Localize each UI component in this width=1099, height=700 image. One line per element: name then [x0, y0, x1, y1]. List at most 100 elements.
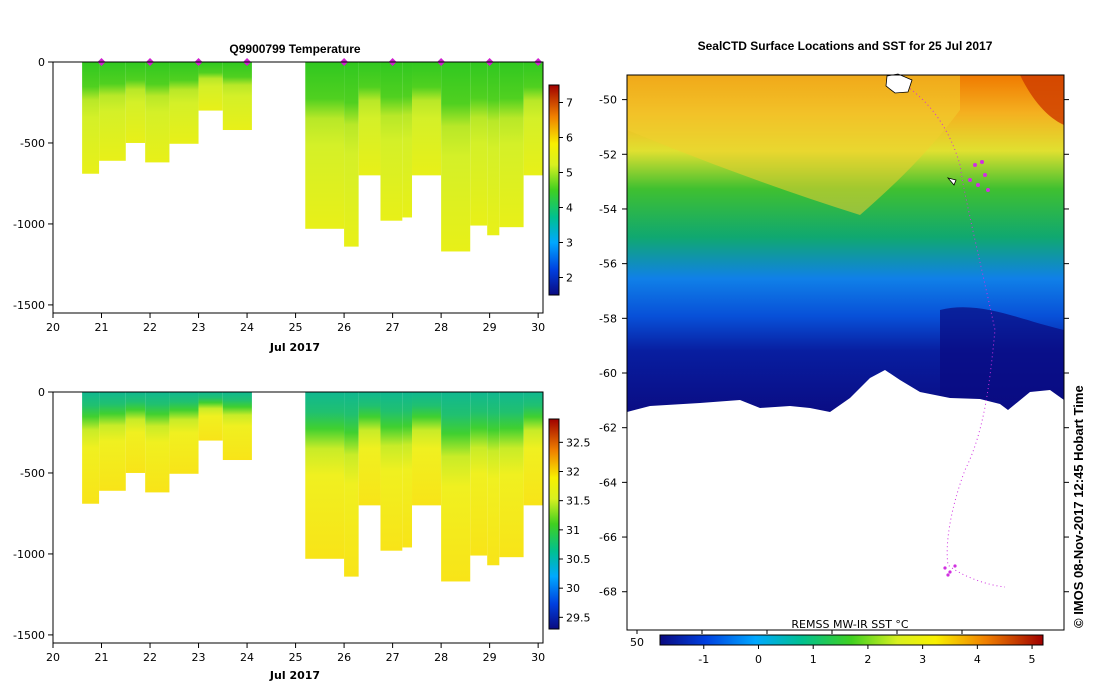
sst-colorbar-tick-label: -1: [698, 653, 709, 666]
map-y-tick-label: -64: [599, 476, 617, 489]
y-tick-label: -500: [20, 467, 45, 480]
profile-column: [222, 62, 252, 131]
profile-column: [358, 62, 381, 176]
profile-column: [99, 392, 126, 491]
salinity-colorbar: [548, 418, 560, 630]
x-tick-label: 25: [289, 651, 303, 664]
profile-column: [470, 392, 488, 556]
sst-map-axes: -50 -52 -54 -56 -58 -60 -62 -64 -66 -68 50: [599, 94, 1069, 649]
x-tick-label: 28: [434, 321, 448, 334]
sst-colorbar-tick-label: 5: [1029, 653, 1036, 666]
seal-location: [973, 163, 977, 167]
profile-column: [305, 62, 345, 229]
x-tick-label: 20: [46, 651, 60, 664]
island-outline: [946, 177, 957, 186]
profile-column: [402, 392, 413, 548]
seal-track: [885, 73, 1006, 588]
profile-column: [125, 392, 146, 473]
profile-column: [470, 62, 488, 226]
map-y-tick-label: -58: [599, 312, 617, 325]
seal-location: [980, 160, 984, 164]
y-tick-label: -1500: [13, 629, 45, 642]
profile-column: [344, 392, 359, 577]
sst-colorbar-tick-label: 4: [974, 653, 981, 666]
colorbar-tick-label: 30.5: [566, 553, 591, 566]
profile-column: [82, 392, 100, 504]
salinity-colorbar-ticks: 29.5 30 30.5 31 31.5 32 32.5: [559, 436, 591, 624]
map-y-tick-label: -62: [599, 422, 617, 435]
salinity-plot-frame: [52, 391, 544, 644]
salinity-profiles: [82, 392, 543, 582]
profile-column: [169, 62, 199, 144]
seal-location: [968, 178, 972, 182]
profile-column: [487, 62, 500, 236]
y-tick-label: 0: [38, 386, 45, 399]
x-tick-label: 26: [337, 321, 351, 334]
profile-column: [499, 392, 524, 558]
x-tick-label: 20: [46, 321, 60, 334]
profile-column: [523, 62, 543, 176]
profile-column: [125, 62, 146, 143]
sst-colorbar-tick-label: 2: [864, 653, 871, 666]
x-tick-label: 29: [483, 651, 497, 664]
sst-colorbar-tick-label: 3: [919, 653, 926, 666]
map-y-tick-label: -60: [599, 367, 617, 380]
profile-column: [305, 392, 345, 559]
x-tick-label: 21: [95, 321, 109, 334]
profile-column: [380, 62, 403, 221]
credit-text: © IMOS 08-Nov-2017 12:45 Hobart Time: [1071, 385, 1086, 628]
colorbar-tick-label: 2: [566, 272, 573, 285]
x-tick-label: 24: [240, 321, 254, 334]
profile-column: [412, 62, 442, 176]
temperature-plot-frame: [52, 61, 544, 314]
sst-warm-tongue: [627, 75, 960, 215]
sst-map-title: SealCTD Surface Locations and SST for 25…: [698, 39, 993, 53]
profile-column: [145, 62, 170, 163]
x-tick-label: 26: [337, 651, 351, 664]
map-y-tick-label: -52: [599, 148, 617, 161]
seal-location: [953, 564, 957, 568]
y-tick-label: -1500: [13, 299, 45, 312]
sst-colorbar-tick-label: 1: [810, 653, 817, 666]
profile-column: [412, 392, 442, 506]
colorbar-tick-label: 30: [566, 582, 580, 595]
profile-column: [198, 392, 223, 441]
profile-column: [169, 392, 199, 474]
colorbar-tick-label: 4: [566, 202, 573, 215]
profile-column: [222, 392, 252, 461]
profile-column: [145, 392, 170, 493]
x-tick-label: 23: [192, 321, 206, 334]
x-tick-label: 21: [95, 651, 109, 664]
map-y-tick-label: -68: [599, 586, 617, 599]
salinity-xlabel: Jul 2017: [269, 669, 320, 682]
sst-map-panel: SealCTD Surface Locations and SST for 25…: [599, 39, 1069, 666]
temperature-section-panel: Q9900799 Temperature 20 21 22 23 24 25 26 27 28 2…: [13, 42, 573, 354]
colorbar-tick-label: 32: [566, 466, 580, 479]
profile-column: [358, 392, 381, 506]
y-tick-label: 0: [38, 56, 45, 69]
x-tick-label: 29: [483, 321, 497, 334]
y-tick-label: -1000: [13, 218, 45, 231]
sst-colorbar-label: REMSS MW-IR SST °C: [791, 618, 909, 631]
map-y-tick-label: -66: [599, 531, 617, 544]
x-tick-label: 27: [386, 321, 400, 334]
seal-location: [983, 173, 987, 177]
colorbar-tick-label: 5: [566, 167, 573, 180]
colorbar-tick-label: 29.5: [566, 611, 591, 624]
x-tick-label: 25: [289, 321, 303, 334]
x-tick-label: 28: [434, 651, 448, 664]
seal-location: [946, 573, 950, 577]
profile-column: [487, 392, 500, 566]
map-y-tick-label: -54: [599, 203, 617, 216]
colorbar-tick-label: 3: [566, 237, 573, 250]
sst-colorbar-tick-label: 0: [755, 653, 762, 666]
seal-location: [976, 183, 980, 187]
x-tick-label: 24: [240, 651, 254, 664]
profile-column: [82, 62, 100, 174]
island-outline: [885, 73, 913, 94]
profile-column: [402, 62, 413, 218]
x-tick-label: 22: [143, 321, 157, 334]
colorbar-tick-label: 31: [566, 524, 580, 537]
colorbar-tick-label: 7: [566, 97, 573, 110]
